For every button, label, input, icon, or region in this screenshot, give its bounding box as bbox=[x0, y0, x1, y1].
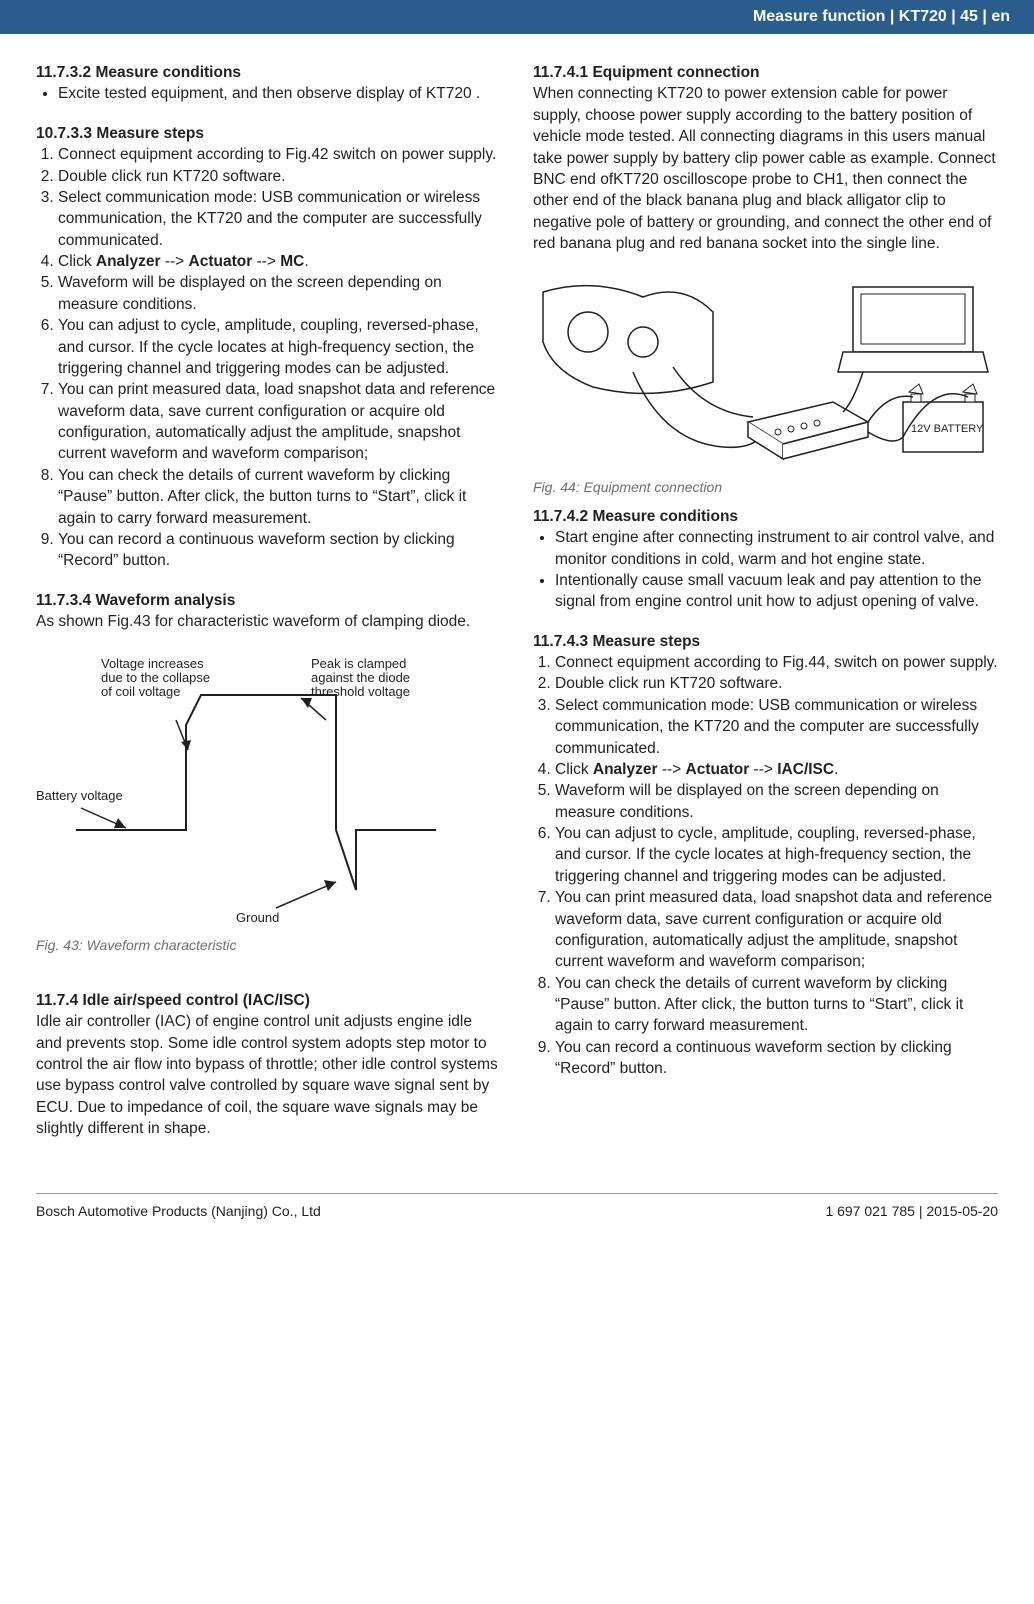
section-heading: 11.7.3.2 Measure conditions bbox=[36, 62, 501, 83]
bullet-item: Start engine after connecting instrument… bbox=[555, 527, 998, 570]
footer-left: Bosch Automotive Products (Nanjing) Co.,… bbox=[36, 1202, 321, 1221]
step-item: Click Analyzer --> Actuator --> IAC/ISC. bbox=[555, 759, 998, 780]
step-item: You can record a continuous waveform sec… bbox=[555, 1037, 998, 1080]
section-heading: 11.7.4.3 Measure steps bbox=[533, 631, 998, 652]
body-text: As shown Fig.43 for characteristic wavef… bbox=[36, 611, 501, 632]
step-item: Double click run KT720 software. bbox=[58, 166, 501, 187]
battery-label: 12V BATTERY bbox=[911, 423, 984, 435]
body-text: When connecting KT720 to power extension… bbox=[533, 83, 998, 254]
section-heading: 11.7.3.4 Waveform analysis bbox=[36, 590, 501, 611]
figure-caption: Fig. 43: Waveform characteristic bbox=[36, 936, 501, 955]
step-item: You can print measured data, load snapsh… bbox=[555, 887, 998, 973]
step-item: Click Analyzer --> Actuator --> MC. bbox=[58, 251, 501, 272]
bullet-item: Intentionally cause small vacuum leak an… bbox=[555, 570, 998, 613]
step-item: Waveform will be displayed on the screen… bbox=[555, 780, 998, 823]
waveform-diagram: Voltage increases due to the collapse of… bbox=[36, 650, 476, 930]
fig43-label-c: Battery voltage bbox=[36, 788, 123, 803]
step-item: Select communication mode: USB communica… bbox=[555, 695, 998, 759]
step-item: You can adjust to cycle, amplitude, coup… bbox=[58, 315, 501, 379]
step-item: Waveform will be displayed on the screen… bbox=[58, 272, 501, 315]
figure-44: 12V BATTERY Fig. 44: Equipment connectio… bbox=[533, 272, 998, 497]
section-heading: 11.7.4 Idle air/speed control (IAC/ISC) bbox=[36, 990, 501, 1011]
section-heading: 11.7.4.2 Measure conditions bbox=[533, 506, 998, 527]
fig43-label-b: Peak is clamped against the diode thresh… bbox=[311, 656, 414, 699]
page-header: Measure function | KT720 | 45 | en bbox=[0, 0, 1034, 34]
body-text: Idle air controller (IAC) of engine cont… bbox=[36, 1011, 501, 1139]
step-item: You can adjust to cycle, amplitude, coup… bbox=[555, 823, 998, 887]
step-item: You can check the details of current wav… bbox=[555, 973, 998, 1037]
step-item: Connect equipment according to Fig.42 sw… bbox=[58, 144, 501, 165]
section-heading: 11.7.4.1 Equipment connection bbox=[533, 62, 998, 83]
step-item: Select communication mode: USB communica… bbox=[58, 187, 501, 251]
page-body: 11.7.3.2 Measure conditions Excite teste… bbox=[0, 34, 1034, 1169]
bullet-item: Excite tested equipment, and then observ… bbox=[58, 83, 501, 104]
page-footer: Bosch Automotive Products (Nanjing) Co.,… bbox=[36, 1193, 998, 1221]
right-column: 11.7.4.1 Equipment connection When conne… bbox=[533, 62, 998, 1157]
equipment-diagram: 12V BATTERY bbox=[533, 272, 993, 472]
step-item: You can print measured data, load snapsh… bbox=[58, 379, 501, 465]
figure-caption: Fig. 44: Equipment connection bbox=[533, 478, 998, 497]
footer-right: 1 697 021 785 | 2015-05-20 bbox=[825, 1202, 998, 1221]
step-item: Double click run KT720 software. bbox=[555, 673, 998, 694]
left-column: 11.7.3.2 Measure conditions Excite teste… bbox=[36, 62, 501, 1157]
fig43-label-d: Ground bbox=[236, 910, 279, 925]
section-heading: 10.7.3.3 Measure steps bbox=[36, 123, 501, 144]
step-item: Connect equipment according to Fig.44, s… bbox=[555, 652, 998, 673]
figure-43: Voltage increases due to the collapse of… bbox=[36, 650, 501, 955]
step-item: You can record a continuous waveform sec… bbox=[58, 529, 501, 572]
step-item: You can check the details of current wav… bbox=[58, 465, 501, 529]
